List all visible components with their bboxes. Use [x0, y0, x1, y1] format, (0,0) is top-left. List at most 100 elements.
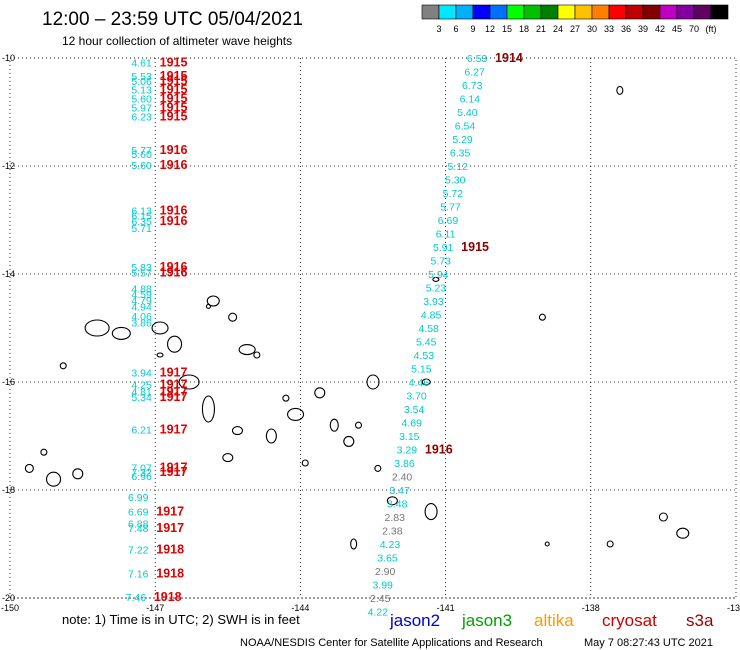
wave-height-label: 2.38	[382, 526, 403, 538]
pass-time-label: 1915	[160, 82, 188, 96]
color-scale-tick-label: 3	[436, 24, 441, 34]
wave-height-label: 5.94	[428, 269, 449, 281]
pass-time-label: 1915	[160, 92, 188, 106]
color-scale-legend: 3 6 9 12 15 18 21 24 27 30 33 36 39 42 45 70 (ft)	[421, 4, 729, 34]
island-outline	[40, 448, 48, 456]
wave-height-label: 4.46	[409, 377, 430, 389]
wave-height-label: 5.45	[416, 337, 437, 349]
wave-height-label: 5.72	[443, 188, 464, 200]
island-outline	[354, 421, 363, 429]
color-scale-tick-label: 36	[621, 24, 631, 34]
wave-height-label: 5.30	[445, 175, 466, 187]
y-tick-label: -12	[2, 161, 15, 171]
color-scale-swatch	[591, 4, 610, 20]
wave-height-label: 4.61	[131, 57, 152, 69]
wave-height-label: 7.46	[126, 592, 147, 604]
color-scale-tick-label: 6	[453, 24, 458, 34]
pass-time-label: 1916	[160, 260, 188, 274]
wave-height-label: 3.54	[404, 404, 425, 416]
island-outline	[205, 303, 211, 309]
island-outline	[287, 407, 305, 421]
island-outline	[421, 378, 431, 386]
island-outline	[606, 540, 614, 548]
y-tick-label: -20	[2, 593, 15, 603]
wave-height-label: 5.60	[131, 149, 152, 161]
wave-height-label: 5.40	[457, 107, 478, 119]
color-scale-tick-label: 45	[672, 24, 682, 34]
y-tick-label: -14	[2, 269, 15, 279]
island-outline	[253, 351, 261, 359]
pass-time-label: 1918	[156, 567, 184, 581]
wave-height-label: 5.13	[131, 84, 152, 96]
color-scale-swatch	[455, 4, 474, 20]
color-scale-tick-label: 39	[638, 24, 648, 34]
pass-time-label: 1915	[160, 69, 188, 83]
pass-time-label: 1917	[160, 390, 188, 404]
wave-height-label: 4.59	[131, 289, 152, 301]
color-scale-tick-label: 27	[570, 24, 580, 34]
pass-time-label: 1916	[160, 214, 188, 228]
wave-height-label: 5.29	[452, 134, 473, 146]
plot-frame	[9, 57, 737, 599]
wave-height-label: 6.69	[128, 507, 149, 519]
color-scale-swatch	[642, 4, 661, 20]
wave-height-label: 3.94	[131, 367, 152, 379]
island-outline	[178, 374, 200, 390]
wave-height-label: 3.99	[372, 580, 393, 592]
island-outline	[544, 541, 550, 547]
color-scale-tick-label: 21	[536, 24, 546, 34]
island-outline	[343, 435, 355, 447]
wave-height-label: 5.53	[131, 71, 152, 83]
satellite-legend-item: jason3	[461, 611, 512, 630]
wave-height-label: 7.48	[128, 523, 149, 535]
credit-text: NOAA/NESDIS Center for Satellite Applica…	[240, 637, 543, 649]
pass-time-label: 1915	[461, 240, 489, 254]
island-outline	[84, 319, 110, 337]
wave-height-label: 3.48	[387, 499, 408, 511]
color-scale-tick-label: 15	[502, 24, 512, 34]
pass-time-label: 1917	[160, 385, 188, 399]
satellite-legend: jason2 jason3 altika cryosat s3a	[389, 611, 714, 630]
wave-height-label: 3.86	[394, 458, 415, 470]
y-tick-label: -10	[2, 53, 15, 63]
pass-time-label: 1915	[160, 74, 188, 88]
island-outline	[329, 418, 339, 432]
wave-height-label: 2.45	[370, 593, 391, 605]
x-tick-label: -150	[1, 603, 19, 613]
color-scale-swatch	[710, 4, 729, 20]
island-outline	[111, 326, 131, 340]
wave-height-label: 6.27	[464, 67, 485, 79]
wave-height-label: 5.83	[131, 262, 152, 274]
wave-height-label: 5.77	[131, 145, 152, 157]
color-scale-swatch	[625, 4, 644, 20]
wave-height-label: 3.93	[423, 296, 444, 308]
wave-height-label: 7.07	[131, 462, 152, 474]
x-tick-label: -147	[146, 603, 164, 613]
satellite-legend-item: s3a	[686, 611, 714, 630]
x-tick-label: -138	[582, 603, 600, 613]
color-scale-tick-label: 24	[553, 24, 563, 34]
chart-subtitle: 12 hour collection of altimeter wave hei…	[62, 34, 292, 48]
pass-time-label: 1916	[425, 443, 453, 457]
island-outline	[59, 362, 67, 370]
generation-timestamp: May 7 08:27:43 UTC 2021	[584, 637, 713, 649]
wave-height-label: 5.73	[431, 256, 452, 268]
pass-time-label: 1917	[160, 365, 188, 379]
color-scale-swatch	[540, 4, 559, 20]
color-scale-swatch	[608, 4, 627, 20]
wave-height-label: 6.69	[438, 215, 459, 227]
wave-height-label: 5.15	[411, 364, 432, 376]
wave-height-label: 3.70	[406, 391, 427, 403]
wave-height-label: 4.22	[368, 607, 389, 619]
wave-height-label: 3.15	[399, 431, 420, 443]
pass-time-label: 1916	[160, 143, 188, 157]
wave-height-label: 6.35	[131, 216, 152, 228]
wave-height-label: 5.06	[131, 76, 152, 88]
wave-height-label: 4.25	[131, 380, 152, 392]
island-outline	[222, 453, 234, 463]
wave-height-label: 5.57	[131, 267, 152, 279]
color-scale-tick-label: 70	[689, 24, 699, 34]
pass-time-label: 1917	[160, 378, 188, 392]
wave-height-label: 6.11	[436, 229, 456, 241]
color-scale-swatch	[421, 4, 440, 20]
